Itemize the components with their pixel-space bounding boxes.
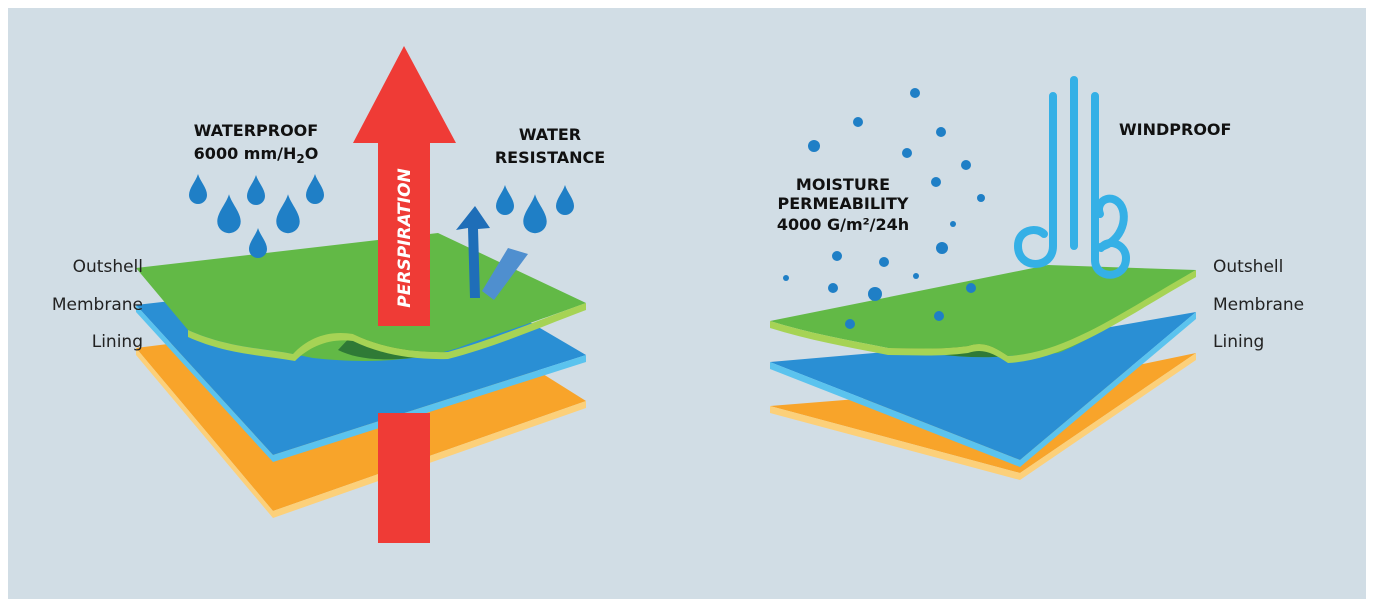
- moisture-dot-icon: [936, 127, 946, 137]
- water-drop-icon: [496, 185, 514, 215]
- water-drop-icon: [189, 174, 207, 204]
- perspiration-arrow-mid: [378, 413, 430, 458]
- moisture-dot-icon: [961, 160, 971, 170]
- perspiration-label: PERSPIRATION: [395, 168, 415, 307]
- moisture-dot-icon: [910, 88, 920, 98]
- moisture-dot-icon: [934, 311, 944, 321]
- resistance-drops: [496, 185, 574, 233]
- moisture-dot-icon: [853, 117, 863, 127]
- moisture-dot-icon: [902, 148, 912, 158]
- waterproof-title: WATERPROOF: [194, 121, 318, 140]
- water-resistance-line1: WATER: [519, 125, 581, 144]
- left-panel: PERSPIRATION WATERPROOF 6000 mm/H2O WATE…: [52, 46, 605, 543]
- moisture-dot-icon: [936, 242, 948, 254]
- water-drop-icon: [556, 185, 574, 215]
- wind-icon: [1018, 80, 1126, 275]
- water-resistance-line2: RESISTANCE: [495, 148, 605, 167]
- moisture-dot-icon: [845, 319, 855, 329]
- water-drop-icon: [247, 175, 265, 205]
- moisture-line1: MOISTURE: [796, 175, 890, 194]
- left-label-lining: Lining: [92, 332, 143, 352]
- right-label-outshell: Outshell: [1213, 257, 1283, 277]
- moisture-dot-icon: [931, 177, 941, 187]
- moisture-line3: 4000 G/m²/24h: [777, 215, 909, 234]
- moisture-dot-icon: [832, 251, 842, 261]
- infographic-canvas: PERSPIRATION WATERPROOF 6000 mm/H2O WATE…: [8, 8, 1366, 599]
- moisture-dot-icon: [783, 275, 789, 281]
- water-drop-icon: [217, 194, 240, 233]
- right-panel: MOISTURE PERMEABILITY 4000 G/m²/24h WIND…: [770, 80, 1304, 480]
- moisture-line2: PERMEABILITY: [777, 194, 908, 213]
- right-label-lining: Lining: [1213, 332, 1264, 352]
- moisture-dot-icon: [879, 257, 889, 267]
- water-drop-icon: [523, 194, 546, 233]
- moisture-dot-icon: [808, 140, 820, 152]
- right-label-membrane: Membrane: [1213, 295, 1304, 315]
- left-label-outshell: Outshell: [73, 257, 143, 277]
- moisture-dot-icon: [828, 283, 838, 293]
- moisture-dot-icon: [913, 273, 919, 279]
- water-drop-icon: [306, 174, 324, 204]
- windproof-label: WINDPROOF: [1119, 120, 1231, 139]
- water-drop-icon: [276, 194, 299, 233]
- left-label-membrane: Membrane: [52, 295, 143, 315]
- fabric-layers-infographic: PERSPIRATION WATERPROOF 6000 mm/H2O WATE…: [8, 8, 1366, 599]
- waterproof-value: 6000 mm/H2O: [194, 144, 319, 166]
- waterproof-drops: [189, 174, 324, 258]
- moisture-dot-icon: [977, 194, 985, 202]
- water-drop-icon: [249, 228, 267, 258]
- moisture-dot-icon: [950, 221, 956, 227]
- moisture-dot-icon: [868, 287, 882, 301]
- moisture-dot-icon: [966, 283, 976, 293]
